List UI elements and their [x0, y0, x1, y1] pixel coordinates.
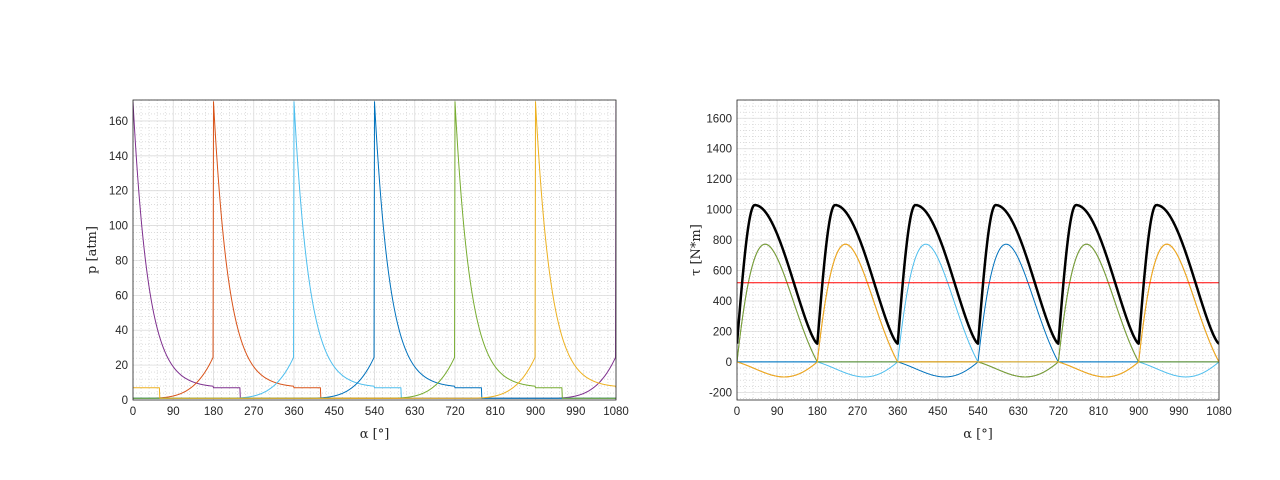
series-layer [133, 101, 616, 399]
y-tick-label: 600 [713, 266, 732, 278]
x-axis-label: α [°] [360, 427, 390, 442]
x-tick-label: 180 [808, 406, 827, 418]
y-tick-label: 80 [115, 255, 128, 267]
y-tick-label: 0 [122, 395, 128, 407]
y-tick-label: 140 [109, 151, 128, 163]
torque-plot: 0 90 180 270 360 450 540 630 720 810 900 990 1080 -20… [689, 99, 1232, 442]
y-tick-label: -200 [709, 387, 732, 399]
x-tick-label: 630 [405, 406, 424, 418]
x-tick-label: 720 [1049, 406, 1068, 418]
total-torque-line [737, 203, 1219, 345]
x-tick-label: 540 [365, 406, 384, 418]
x-tick-label: 720 [445, 406, 464, 418]
y-tick-label: 1400 [706, 144, 732, 156]
axes-frame [736, 99, 1220, 401]
x-tick-label: 810 [486, 406, 505, 418]
y-tick-label: 100 [109, 221, 128, 233]
y-tick-label: 120 [109, 186, 128, 198]
y-tick-label: 40 [115, 325, 128, 337]
x-tick-label: 810 [1089, 406, 1108, 418]
y-tick-label: 1000 [706, 205, 732, 217]
y-tick-label: 1600 [706, 113, 732, 125]
axes-frame [132, 99, 617, 401]
x-tick-label: 990 [566, 406, 585, 418]
y-tick-label: 60 [115, 290, 128, 302]
x-tick-label: 180 [204, 406, 223, 418]
x-tick-label: 0 [734, 406, 740, 418]
x-tick-label: 0 [130, 406, 136, 418]
x-tick-label: 1080 [1206, 406, 1232, 418]
x-tick-label: 450 [325, 406, 344, 418]
y-axis-label: p [atm] [85, 226, 100, 274]
pressure-plot: 0 90 180 270 360 450 540 630 720 810 900 990 1080 0 20… [85, 99, 629, 442]
x-tick-label: 360 [888, 406, 907, 418]
x-tick-label: 1080 [603, 406, 629, 418]
x-tick-label: 900 [526, 406, 545, 418]
x-tick-label: 270 [244, 406, 263, 418]
y-tick-label: 200 [713, 326, 732, 338]
x-tick-label: 540 [968, 406, 987, 418]
y-tick-label: 400 [713, 296, 732, 308]
y-axis-label: τ [N*m] [689, 224, 704, 276]
x-tick-label: 900 [1129, 406, 1148, 418]
x-axis-label: α [°] [963, 427, 993, 442]
x-tick-label: 90 [771, 406, 784, 418]
y-tick-label: 800 [713, 235, 732, 247]
pressure-series-line [133, 101, 616, 399]
series-layer [737, 203, 1219, 378]
x-tick-label: 990 [1169, 406, 1188, 418]
torque-series-line [737, 243, 1219, 378]
x-tick-label: 360 [284, 406, 303, 418]
x-tick-label: 90 [167, 406, 180, 418]
y-tick-label: 1200 [706, 174, 732, 186]
y-tick-label: 160 [109, 116, 128, 128]
y-tick-label: 0 [726, 357, 732, 369]
y-tick-label: 20 [115, 360, 128, 372]
x-tick-label: 450 [928, 406, 947, 418]
x-tick-label: 270 [848, 406, 867, 418]
x-tick-label: 630 [1009, 406, 1028, 418]
